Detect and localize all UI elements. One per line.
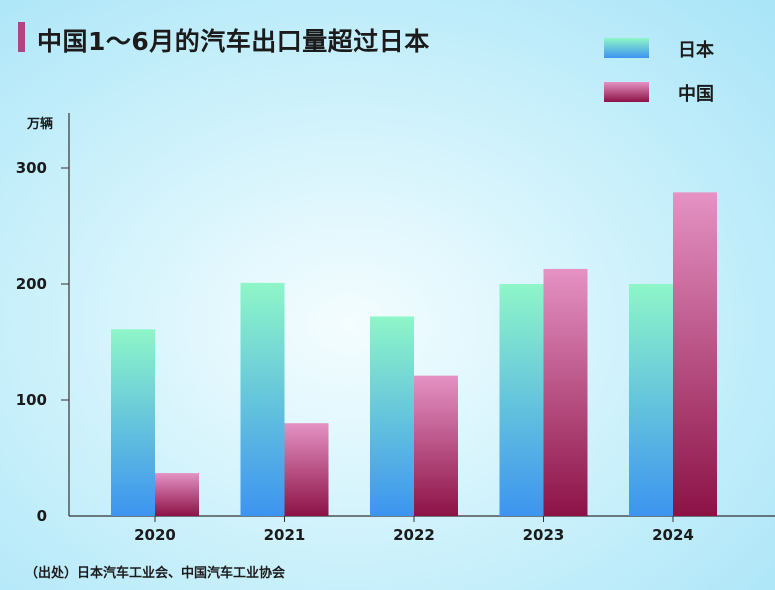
x-tick-label: 2021 — [264, 526, 306, 544]
y-tick-label: 200 — [16, 275, 47, 293]
bar-japan-2024 — [629, 284, 673, 516]
legend-swatch-china — [604, 82, 649, 102]
bar-japan-2021 — [240, 282, 285, 516]
legend-item-japan: 日本 — [604, 36, 774, 61]
bar-china-2023 — [543, 268, 588, 516]
legend-item-china: 中国 — [604, 80, 774, 105]
bar-china-2021 — [284, 423, 329, 516]
bar-japan-2022 — [370, 316, 414, 516]
bar-japan-2023 — [499, 284, 544, 516]
x-tick-label: 2022 — [393, 526, 435, 544]
legend-label-japan: 日本 — [678, 40, 714, 61]
source-note: （出处）日本汽车工业会、中国汽车工业协会 — [25, 566, 286, 581]
legend-label-china: 中国 — [678, 84, 714, 105]
y-tick-label: 0 — [37, 507, 47, 525]
y-axis-unit: 万辆 — [27, 117, 54, 132]
bar-china-2022 — [414, 375, 458, 516]
bar-china-2024 — [673, 192, 717, 517]
y-tick-label: 100 — [16, 391, 47, 409]
x-tick-label: 2023 — [523, 526, 565, 544]
x-tick-label: 2020 — [134, 526, 176, 544]
title-accent-bar — [18, 22, 25, 52]
x-tick-label: 2024 — [652, 526, 694, 544]
y-tick-label: 300 — [16, 159, 47, 177]
chart-title: 中国1～6月的汽车出口量超过日本 — [37, 27, 430, 56]
bar-japan-2020 — [111, 329, 155, 516]
bar-china-2020 — [155, 473, 199, 516]
legend-swatch-japan — [604, 38, 649, 58]
